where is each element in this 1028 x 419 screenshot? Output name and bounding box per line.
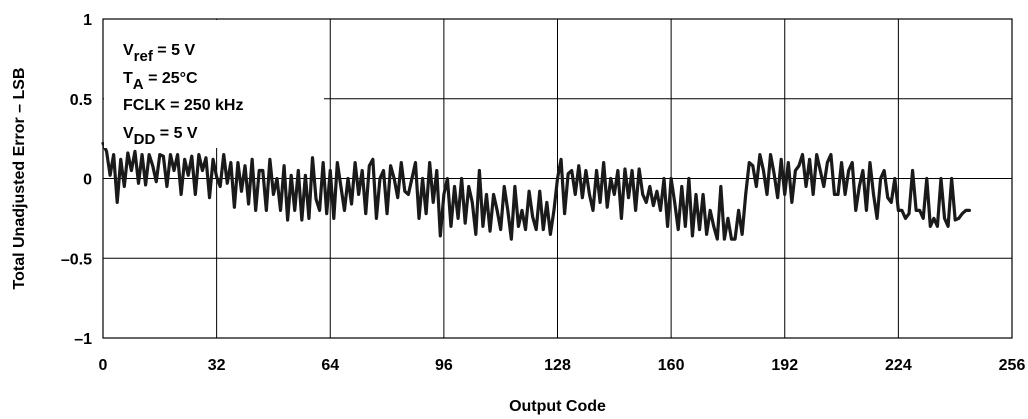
y-tick-labels: 1 0.5 0 –0.5 –1 [61,12,92,348]
y-axis-title: Total Unadjusted Error – LSB [11,68,28,290]
annotation-background [104,20,324,148]
y-tick-label: –0.5 [61,251,92,268]
annotation-line: FCLK = 250 kHz [123,97,243,114]
x-axis-title: Output Code [509,398,606,415]
x-tick-label: 160 [658,357,685,374]
x-tick-label: 192 [771,357,798,374]
y-tick-label: 1 [83,12,92,29]
x-tick-label: 128 [544,357,571,374]
x-tick-label: 32 [208,357,226,374]
x-tick-label: 0 [99,357,108,374]
x-tick-label: 224 [885,357,912,374]
series-layer [101,141,971,241]
tue-series-line [101,141,971,241]
plot-frame [102,18,1013,339]
x-tick-label: 64 [321,357,339,374]
x-tick-labels: 0 32 64 96 128 160 192 224 256 [99,357,1026,374]
x-tick-label: 256 [999,357,1026,374]
y-tick-label: –1 [74,331,92,348]
x-tick-label: 96 [435,357,453,374]
y-tick-label: 0 [83,172,92,189]
y-tick-label: 0.5 [70,92,92,109]
